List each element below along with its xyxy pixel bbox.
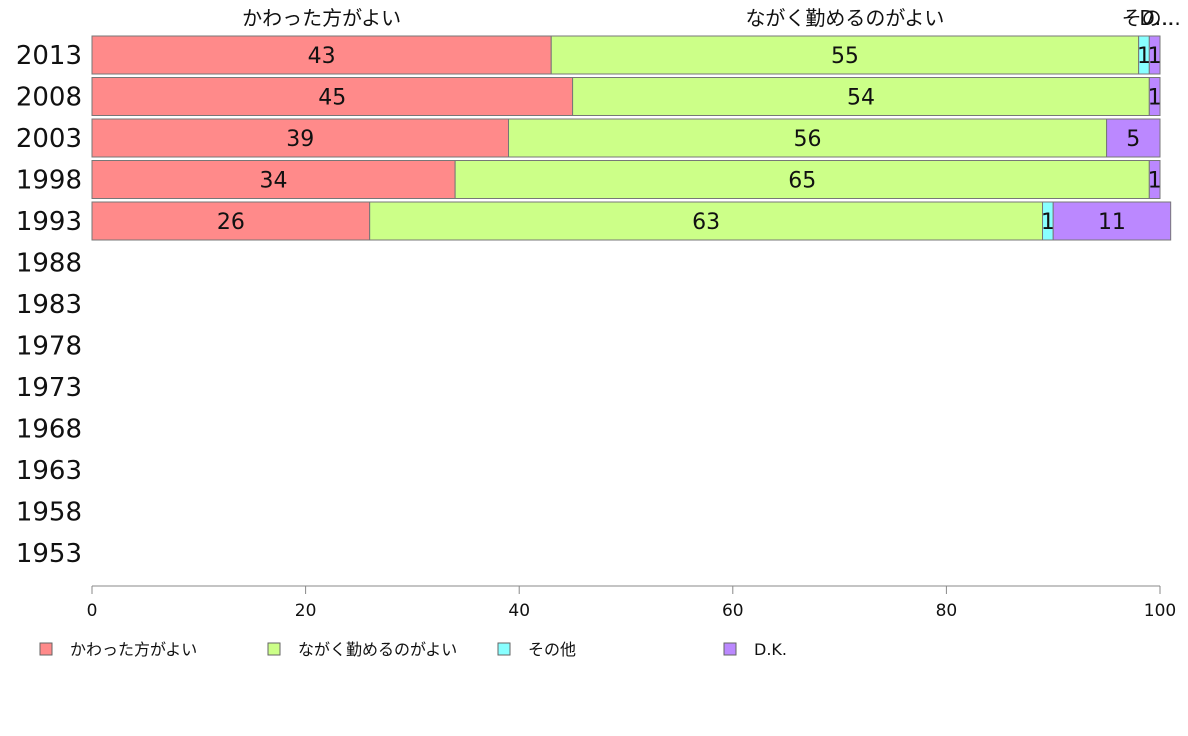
bar-segment (91, 160, 456, 199)
top-series-label: ながく勤めるのがよい (745, 6, 944, 30)
top-series-label: かわった方がよい (242, 6, 401, 30)
x-tick-label: 0 (87, 601, 98, 621)
bar-value-label: 55 (831, 44, 859, 69)
legend-swatch (497, 642, 511, 656)
bar-value-label: 1 (1148, 169, 1162, 194)
legend-swatch (39, 642, 53, 656)
year-label: 1988 (16, 249, 82, 279)
bar-segment (1148, 160, 1161, 199)
year-label: 1993 (16, 207, 82, 237)
x-tick-label: 40 (508, 601, 530, 621)
year-label: 1968 (16, 415, 82, 445)
year-label: 1958 (16, 498, 82, 528)
legend-label: その他 (528, 640, 576, 659)
x-tick-label: 60 (722, 601, 744, 621)
bar-value-label: 1 (1137, 44, 1151, 69)
x-axis: 0 20 40 60 80 100 (87, 585, 1176, 621)
x-tick-label: 100 (1144, 601, 1176, 621)
bar-segment (91, 201, 371, 241)
bar-value-label: 65 (788, 169, 816, 194)
year-label: 1983 (16, 290, 82, 320)
bar-value-label: 39 (286, 127, 314, 152)
bar-value-label: 56 (794, 127, 822, 152)
bar-segment (1148, 35, 1161, 75)
bar-segment (1106, 118, 1161, 158)
bar-value-label: 1 (1148, 86, 1162, 111)
year-label: 1978 (16, 332, 82, 362)
series-top-labels: かわった方がよい ながく勤めるのがよい その...D... (242, 6, 1181, 30)
bar-segment (369, 201, 1044, 241)
legend-label: ながく勤めるのがよい (298, 640, 457, 659)
year-label: 1998 (16, 166, 82, 196)
legend: かわった方がよい ながく勤めるのがよい その他 D.K. (39, 640, 787, 659)
bar-value-label: 34 (260, 169, 288, 194)
top-series-label: その... (1122, 6, 1181, 30)
bar-segment (1052, 201, 1172, 241)
top-series-label: D... (1139, 6, 1173, 30)
year-label: 2008 (16, 83, 82, 113)
year-label: 2013 (16, 41, 82, 71)
legend-swatch (267, 642, 281, 656)
bar-segment (1148, 77, 1161, 116)
bar-value-label: 43 (308, 44, 336, 69)
x-tick-label: 80 (936, 601, 958, 621)
bar-value-label: 54 (847, 86, 875, 111)
year-label: 1953 (16, 539, 82, 569)
bar-value-label: 1 (1148, 44, 1162, 69)
bar-value-label: 5 (1126, 127, 1140, 152)
bar-value-label: 11 (1098, 210, 1126, 235)
year-label: 1963 (16, 456, 82, 486)
bar-segment (454, 160, 1150, 199)
year-label: 1973 (16, 373, 82, 403)
year-label: 2003 (16, 124, 82, 154)
bar-segment (550, 35, 1140, 75)
bar-value-label: 1 (1041, 210, 1055, 235)
bar-value-label: 63 (692, 210, 720, 235)
x-tick-label: 20 (295, 601, 317, 621)
legend-label: かわった方がよい (70, 640, 197, 659)
legend-label: D.K. (754, 640, 787, 659)
legend-swatch (723, 642, 737, 656)
bar-segment (91, 35, 552, 75)
bar-value-label: 26 (217, 210, 245, 235)
bar-value-label: 45 (318, 86, 346, 111)
bar-segment (508, 118, 1108, 158)
